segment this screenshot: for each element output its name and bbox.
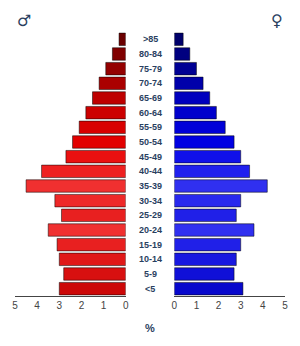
svg-text:2: 2 xyxy=(79,300,85,311)
svg-text:5: 5 xyxy=(12,300,18,311)
svg-text:10-14: 10-14 xyxy=(139,254,162,264)
svg-text:0: 0 xyxy=(123,300,129,311)
svg-text:<5: <5 xyxy=(145,284,155,294)
svg-text:45-49: 45-49 xyxy=(139,152,162,162)
svg-text:65-69: 65-69 xyxy=(139,93,162,103)
svg-text:35-39: 35-39 xyxy=(139,181,162,191)
svg-text:4: 4 xyxy=(34,300,40,311)
svg-text:30-34: 30-34 xyxy=(139,196,162,206)
svg-text:3: 3 xyxy=(56,300,62,311)
svg-text:5-9: 5-9 xyxy=(144,269,157,279)
svg-text:75-79: 75-79 xyxy=(139,64,162,74)
svg-text:15-19: 15-19 xyxy=(139,240,162,250)
svg-text:50-54: 50-54 xyxy=(139,137,162,147)
svg-text:70-74: 70-74 xyxy=(139,78,162,88)
svg-text:2: 2 xyxy=(216,300,222,311)
svg-text:3: 3 xyxy=(238,300,244,311)
svg-text:5: 5 xyxy=(282,300,288,311)
svg-text:1: 1 xyxy=(101,300,107,311)
svg-text:60-64: 60-64 xyxy=(139,108,162,118)
svg-text:20-24: 20-24 xyxy=(139,225,162,235)
svg-text:80-84: 80-84 xyxy=(139,49,162,59)
svg-text:25-29: 25-29 xyxy=(139,210,162,220)
svg-text:%: % xyxy=(145,322,155,334)
svg-text:♂: ♂ xyxy=(17,11,31,30)
svg-text:4: 4 xyxy=(260,300,266,311)
svg-text:>85: >85 xyxy=(143,34,158,44)
svg-text:40-44: 40-44 xyxy=(139,166,162,176)
svg-text:1: 1 xyxy=(194,300,200,311)
svg-text:55-59: 55-59 xyxy=(139,122,162,132)
svg-text:0: 0 xyxy=(172,300,178,311)
svg-text:♀: ♀ xyxy=(271,11,283,30)
